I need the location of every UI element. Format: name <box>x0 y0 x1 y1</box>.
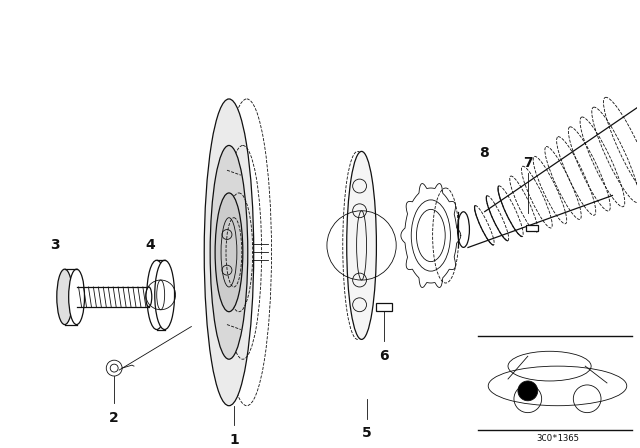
Circle shape <box>518 381 538 401</box>
Text: 1: 1 <box>229 433 239 448</box>
Ellipse shape <box>347 151 376 340</box>
Bar <box>526 224 538 231</box>
Ellipse shape <box>147 260 166 330</box>
Ellipse shape <box>210 146 248 359</box>
Ellipse shape <box>68 269 84 324</box>
Ellipse shape <box>204 99 253 406</box>
Bar <box>376 303 392 311</box>
Ellipse shape <box>215 193 243 312</box>
Ellipse shape <box>155 260 175 330</box>
Text: 3: 3 <box>50 238 60 252</box>
Text: 3CO*1365: 3CO*1365 <box>536 434 579 443</box>
Ellipse shape <box>57 269 72 324</box>
Text: 2: 2 <box>109 410 119 425</box>
Ellipse shape <box>146 287 152 307</box>
Text: 5: 5 <box>362 426 371 440</box>
Text: 6: 6 <box>380 349 389 363</box>
Text: 4: 4 <box>145 238 155 252</box>
Text: 7: 7 <box>523 156 532 170</box>
Text: 8: 8 <box>479 146 489 160</box>
Ellipse shape <box>458 212 469 247</box>
